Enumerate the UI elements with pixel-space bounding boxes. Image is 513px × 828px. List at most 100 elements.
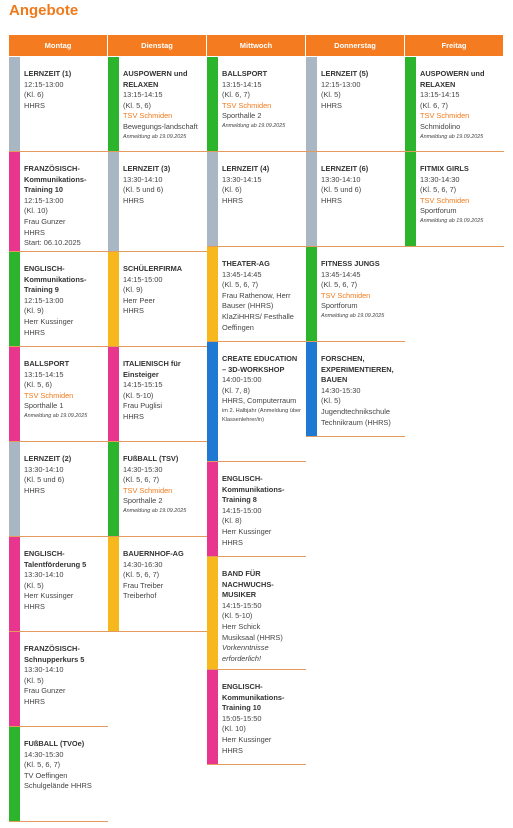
category-stripe	[207, 462, 218, 556]
activity-card: FUßBALL (TVOe) 14:30-15:30 (Kl. 5, 6, 7) TV…	[9, 727, 108, 822]
category-stripe	[306, 247, 317, 341]
activity-card: BAUERNHOF-AG 14:30-16:30 (Kl. 5, 6, 7) Frau…	[108, 537, 207, 632]
detail-line: Herr Kussinger	[222, 526, 272, 536]
detail-line: 13:30-14:15	[222, 174, 262, 184]
card-body: BALLSPORT 13:15-14:15 (Kl. 5, 6) TSV Schmid…	[24, 359, 105, 421]
activity-card: LERNZEIT (5) 12:15-13:00 (Kl. 5) HHRS	[306, 57, 405, 152]
card-body: FUßBALL (TVOe) 14:30-15:30 (Kl. 5, 6, 7) TV…	[24, 739, 105, 792]
day-header: Freitag	[405, 35, 504, 56]
detail-line: HHRS	[24, 327, 45, 337]
activity-title: THEATER-AG	[222, 259, 270, 268]
registration-note: Anmeldung ab 19.09.2025	[420, 133, 484, 140]
detail-line: (Kl. 5-10)	[222, 611, 253, 621]
detail-line: 14:30-15:30	[24, 749, 64, 759]
activity-card: AUSPOWERN und RELAXEN 13:15-14:15 (Kl. 5, …	[108, 57, 207, 152]
card-body: ITALIENISCH für Einsteiger 14:15-15:15 (Kl…	[123, 359, 204, 423]
detail-line: Herr Schick	[222, 621, 261, 631]
detail-line: (Kl. 5-10)	[123, 390, 154, 400]
detail-line: (Kl. 8)	[222, 516, 242, 526]
provider: TSV Schmiden	[24, 390, 74, 400]
day-header: Dienstag	[108, 35, 207, 56]
category-stripe	[405, 152, 416, 246]
location: Schmidolino	[420, 121, 461, 131]
category-stripe	[108, 347, 119, 441]
category-stripe	[108, 537, 119, 631]
detail-line: (Kl. 5, 6)	[24, 380, 52, 390]
category-stripe	[108, 442, 119, 536]
category-stripe	[9, 152, 20, 251]
card-body: ENGLISCH-Talentförderung 5 13:30-14:10 (Kl…	[24, 549, 105, 613]
day-header: Montag	[9, 35, 108, 56]
activity-title: FRANZÖSISCH-Kommunikations-Training 10	[24, 164, 87, 195]
detail-line: Musiksaal (HHRS)	[222, 632, 283, 642]
category-stripe	[306, 342, 317, 436]
detail-line: (Kl. 5)	[321, 396, 341, 406]
detail-line: Herr Kussinger	[24, 316, 74, 326]
detail-line: (Kl. 5, 6)	[123, 100, 151, 110]
provider: TSV Schmiden	[222, 100, 272, 110]
activity-card: ENGLISCH-Kommunikations-Training 8 14:15-…	[207, 462, 306, 557]
detail-line: Herr Peer	[123, 295, 156, 305]
activity-title: SCHÜLERFIRMA	[123, 264, 183, 273]
detail-line: HHRS	[321, 195, 342, 205]
category-stripe	[207, 342, 218, 461]
detail-line: (Kl. 5)	[24, 580, 44, 590]
detail-line: Jugendtechnikschule Technikraum (HHRS)	[321, 406, 391, 427]
activity-card: LERNZEIT (4) 13:30-14:15 (Kl. 6) HHRS	[207, 152, 306, 247]
activity-card: ENGLISCH-Kommunikations-Training 9 12:15-…	[9, 252, 108, 347]
card-body: THEATER-AG 13:45-14:45 (Kl. 5, 6, 7) Frau R…	[222, 259, 303, 333]
activity-card: LERNZEIT (6) 13:30-14:10 (Kl. 5 und 6) HHRS	[306, 152, 405, 247]
activity-title: ENGLISCH-Talentförderung 5	[24, 549, 87, 569]
detail-line: 13:30-14:10	[24, 570, 64, 580]
card-body: ENGLISCH-Kommunikations-Training 9 12:15-…	[24, 264, 105, 338]
category-stripe	[306, 57, 317, 151]
card-body: LERNZEIT (4) 13:30-14:15 (Kl. 6) HHRS	[222, 164, 303, 206]
detail-line: 12:15-13:00	[24, 79, 64, 89]
detail-line: 13:30-14:10	[24, 665, 64, 675]
detail-line: (Kl. 5)	[24, 675, 44, 685]
registration-note: Anmeldung ab 19.09.2025	[24, 412, 88, 419]
card-body: LERNZEIT (2) 13:30-14:10 (Kl. 5 und 6) HHRS	[24, 454, 105, 496]
activity-title: FRANZÖSISCH-Schnupperkurs 5	[24, 644, 85, 664]
activity-title: FUßBALL (TSV)	[123, 454, 179, 463]
card-body: FUßBALL (TSV) 14:30-15:30 (Kl. 5, 6, 7) TSV…	[123, 454, 204, 516]
location: Sportforum	[321, 301, 358, 311]
activity-title: CREATE EDUCATION – 3D-WORKSHOP	[222, 354, 298, 374]
detail-line: 13:30-14:10	[24, 464, 64, 474]
detail-line: 13:45-14:45	[222, 269, 262, 279]
activity-title: FUßBALL (TVOe)	[24, 739, 85, 748]
detail-line: (Kl. 5, 6, 7)	[321, 280, 358, 290]
detail-line: Herr Kussinger	[222, 734, 272, 744]
detail-line: 13:45-14:45	[321, 269, 361, 279]
activity-card: ITALIENISCH für Einsteiger 14:15-15:15 (Kl…	[108, 347, 207, 442]
registration-note: Anmeldung ab 19.09.2025	[123, 133, 187, 140]
activity-card: THEATER-AG 13:45-14:45 (Kl. 5, 6, 7) Frau R…	[207, 247, 306, 342]
detail-line: (Kl. 6, 7)	[222, 90, 250, 100]
detail-line: HHRS	[24, 485, 45, 495]
activity-title: LERNZEIT (1)	[24, 69, 72, 78]
activity-title: BAND FÜR NACHWUCHS-MUSIKER	[222, 569, 274, 600]
category-stripe	[9, 537, 20, 631]
detail-line: 14:30-16:30	[123, 559, 163, 569]
card-body: BAND FÜR NACHWUCHS-MUSIKER 14:15-15:50 (Kl…	[222, 569, 303, 664]
detail-line: 13:30-14:10	[321, 174, 361, 184]
activity-title: FITMIX GIRLS	[420, 164, 469, 173]
detail-line: Frau Puglisi	[123, 401, 163, 411]
detail-line: (Kl. 5, 6, 7)	[222, 280, 259, 290]
activity-card: AUSPOWERN und RELAXEN 13:15-14:15 (Kl. 6, …	[405, 57, 504, 152]
detail-line: 14:15-15:00	[222, 505, 262, 515]
activity-title: ENGLISCH-Kommunikations-Training 9	[24, 264, 87, 295]
activity-card: CREATE EDUCATION – 3D-WORKSHOP 14:00-15:0…	[207, 342, 306, 462]
provider: TSV Schmiden	[123, 111, 173, 121]
activity-card: BAND FÜR NACHWUCHS-MUSIKER 14:15-15:50 (Kl…	[207, 557, 306, 670]
remark: Vorkenntnisse erforderlich!	[222, 643, 269, 663]
detail-line: Frau Treiber	[123, 580, 164, 590]
page-title: Angebote	[9, 2, 79, 19]
activity-card: FITMIX GIRLS 13:30-14:30 (Kl. 5, 6, 7) TSV …	[405, 152, 504, 247]
detail-line: (Kl. 6)	[24, 90, 44, 100]
card-body: LERNZEIT (1) 12:15-13:00 (Kl. 6) HHRS	[24, 69, 105, 111]
activity-title: AUSPOWERN und RELAXEN	[123, 69, 188, 89]
card-body: BAUERNHOF-AG 14:30-16:30 (Kl. 5, 6, 7) Frau…	[123, 549, 204, 602]
provider: TSV Schmiden	[420, 195, 470, 205]
detail-line: (Kl. 5, 6, 7)	[24, 760, 61, 770]
